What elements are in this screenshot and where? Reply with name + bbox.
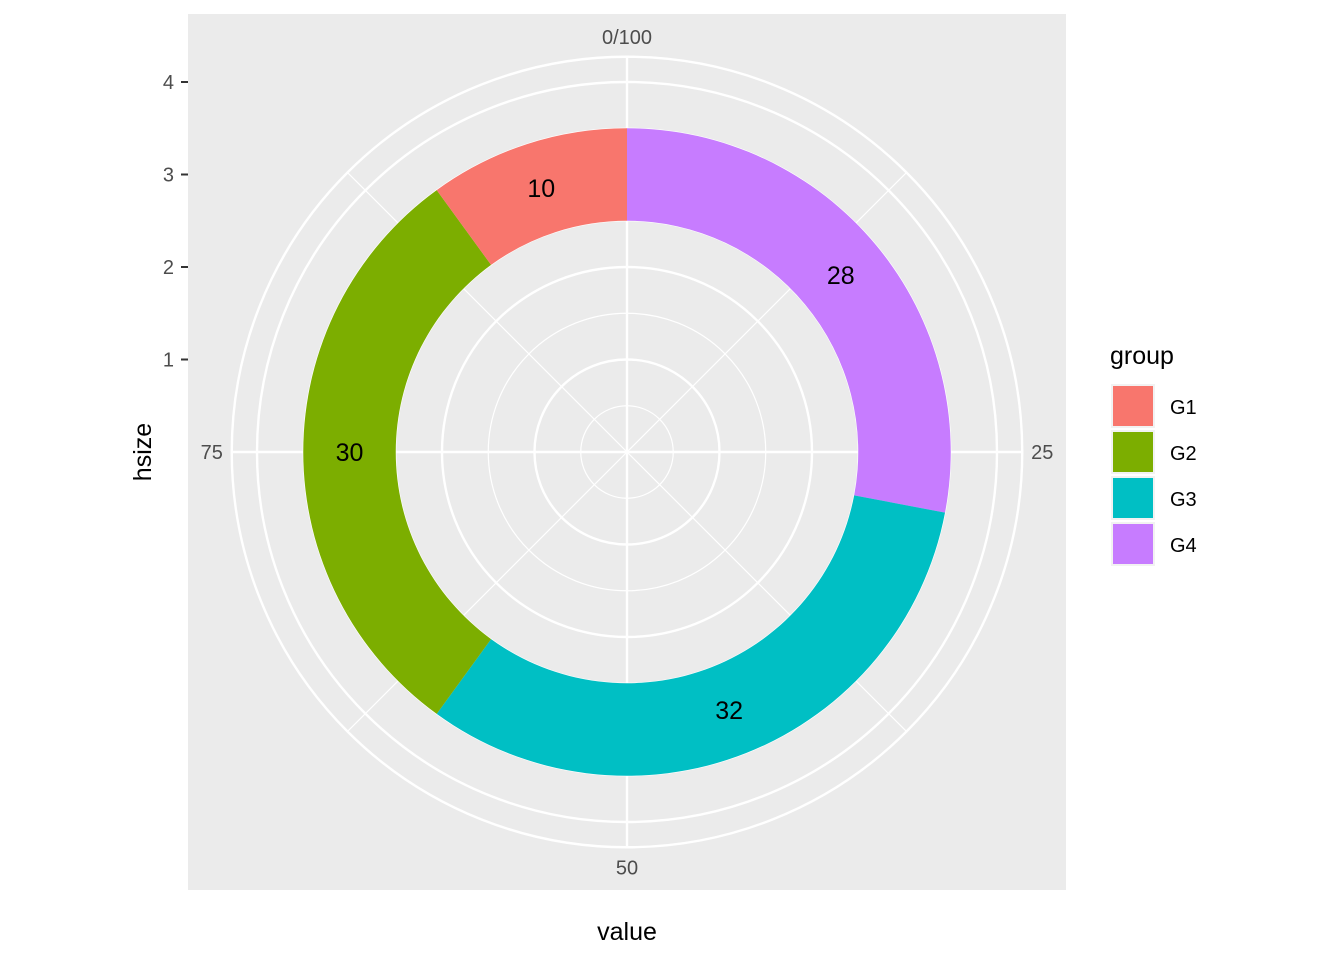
y-axis-title: hsize	[129, 423, 157, 481]
grid-spoke-minor	[347, 172, 628, 453]
legend-label-g3: G3	[1170, 489, 1197, 511]
theta-tick-label: 0/100	[602, 27, 652, 49]
data-label-g2: 30	[336, 439, 364, 467]
theta-tick-label: 25	[1031, 442, 1053, 464]
theta-axis: 0/100 25 50 75	[201, 27, 1054, 880]
slice-g4	[627, 128, 951, 513]
r-axis-tick-label: 2	[163, 257, 174, 279]
theta-tick-label: 50	[616, 857, 638, 879]
data-label-g4: 28	[827, 262, 855, 290]
data-labels: 28 32 30 10	[336, 175, 855, 725]
legend-swatch-g3	[1113, 478, 1153, 518]
slice-g3	[436, 495, 946, 776]
r-axis: 1 2 3 4	[163, 72, 188, 372]
legend-title: group	[1110, 342, 1174, 370]
legend-items: G1 G2 G3 G4	[1111, 384, 1197, 566]
data-label-g1: 10	[527, 175, 555, 203]
legend-swatch-g1	[1113, 386, 1153, 426]
legend-swatch-g2	[1113, 432, 1153, 472]
legend: group G1 G2 G3 G4	[1110, 342, 1197, 566]
x-axis-title: value	[597, 918, 657, 946]
r-axis-tick-label: 3	[163, 165, 174, 187]
legend-label-g2: G2	[1170, 443, 1197, 465]
slice-g1	[436, 128, 627, 265]
r-axis-tick-label: 1	[163, 350, 174, 372]
donut-slices	[303, 128, 951, 776]
r-axis-tick-label: 4	[163, 72, 174, 94]
data-label-g3: 32	[715, 697, 743, 725]
legend-label-g4: G4	[1170, 535, 1197, 557]
grid-spoke-minor	[347, 451, 628, 732]
legend-label-g1: G1	[1170, 397, 1197, 419]
grid-spoke-minor	[626, 451, 907, 732]
grid-circle-outer	[230, 55, 1024, 849]
slice-g2	[303, 190, 492, 714]
theta-tick-label: 75	[201, 442, 223, 464]
grid-spoke-minor	[626, 172, 907, 453]
legend-swatch-g4	[1113, 524, 1153, 564]
